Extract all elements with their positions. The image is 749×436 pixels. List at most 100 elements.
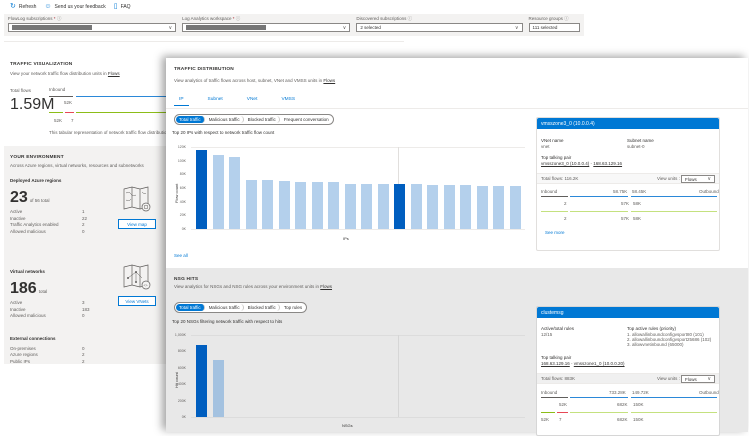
flow-line-green xyxy=(76,112,171,113)
chart-bar[interactable] xyxy=(443,184,455,229)
tabular-description: This tabular representation of network t… xyxy=(49,130,169,135)
chart-bar[interactable] xyxy=(311,181,323,229)
flow-value: 150K xyxy=(633,417,644,422)
chart-bar[interactable] xyxy=(493,185,504,229)
pill-total-traffic[interactable]: Total traffic xyxy=(176,116,205,123)
y-tick: 60K xyxy=(179,186,186,190)
refresh-button[interactable]: ↻ Refresh xyxy=(10,3,36,10)
view-vnets-button[interactable]: View VNets xyxy=(118,296,156,306)
flow-value: 52K xyxy=(541,417,550,422)
top-rule-item: 3. allowvnetinbound (65000) xyxy=(627,342,684,347)
flows-link[interactable]: Flows xyxy=(323,78,336,83)
total-flows: Total flows: 116.2K xyxy=(541,176,579,181)
outbound-label: Outbound xyxy=(699,390,719,395)
see-more-link[interactable]: See more xyxy=(545,230,565,235)
workspace-filter: Log Analytics workspace * ⓘ ∨ xyxy=(182,16,351,34)
pair-dest-link[interactable]: vmsszone1_0 (10.0.0.20) xyxy=(573,361,625,366)
flow-value: 57K xyxy=(621,216,630,221)
view-units-select[interactable]: Flows ∨ xyxy=(681,175,715,183)
chart-bar[interactable] xyxy=(262,180,273,229)
document-icon: ▯ xyxy=(113,3,118,10)
pair-source-link[interactable]: 168.63.129.16 xyxy=(541,361,570,366)
external-stats: On-premises 0 Azure regions 2 Public IPs 2 xyxy=(10,345,85,364)
chart-bar[interactable] xyxy=(476,185,488,229)
flow-line xyxy=(631,397,717,398)
chart-bar[interactable] xyxy=(295,181,306,229)
section-title: TRAFFIC VISUALIZATION xyxy=(10,62,73,67)
top-pair-label: Top talking pair xyxy=(541,355,572,360)
pill-malicious-traffic[interactable]: Malicious traffic xyxy=(206,116,244,123)
chevron-down-icon: ∨ xyxy=(514,24,519,31)
pair-dest-link[interactable]: 168.63.129.16 xyxy=(593,161,623,166)
chart-bar[interactable] xyxy=(377,184,389,229)
info-icon: ⓘ xyxy=(56,16,62,21)
flowlog-select[interactable]: ∨ xyxy=(8,23,177,32)
tab-ip[interactable]: IP xyxy=(174,97,189,106)
inbound-value: 52K xyxy=(64,100,73,105)
flow-line xyxy=(631,412,717,413)
discovered-select[interactable]: 2 selected ∨ xyxy=(356,23,523,32)
flow-line xyxy=(541,211,568,212)
chart-bar[interactable] xyxy=(196,149,207,229)
total-flows: Total flows: 883K xyxy=(541,376,576,381)
faq-button[interactable]: ▯ FAQ xyxy=(114,3,131,10)
section-subtitle: View your network traffic flow distribut… xyxy=(10,71,120,76)
pill-blocked-traffic[interactable]: Blocked traffic xyxy=(245,116,280,123)
pill-frequent-conversation[interactable]: Frequent conversation xyxy=(283,117,329,122)
flow-line xyxy=(541,397,568,398)
total-flows-value: 1.59M xyxy=(10,96,55,113)
nsg-traffic-toggle: Total traffic Malicious traffic Blocked … xyxy=(174,302,308,313)
cursor-line xyxy=(398,335,399,417)
pill-malicious-traffic[interactable]: Malicious traffic xyxy=(206,304,244,311)
chart-bar[interactable] xyxy=(361,184,372,229)
flows-link[interactable]: Flows xyxy=(320,284,333,289)
nsg-bar-chart: Hit count NSGs 0K 200K 400K 600K 800K 1,000K xyxy=(166,326,531,432)
chart-bar[interactable] xyxy=(410,184,422,229)
view-units-select[interactable]: Flows ∨ xyxy=(681,375,715,383)
vnet-name-label: VNet name xyxy=(541,138,564,143)
chart-bar[interactable] xyxy=(212,359,224,417)
top-rules-label: Top active rules (priority) xyxy=(627,326,677,331)
redacted-value xyxy=(12,25,92,30)
regions-title: Deployed Azure regions xyxy=(10,178,62,183)
rules-label: Active/total rules xyxy=(541,326,575,331)
command-bar: ↻ Refresh ☺ Send us your feedback ▯ FAQ xyxy=(0,0,749,13)
pill-total-traffic[interactable]: Total traffic xyxy=(176,304,205,311)
see-all-link[interactable]: See all xyxy=(174,253,188,258)
chart-bar[interactable] xyxy=(212,155,224,229)
chart-bar[interactable] xyxy=(460,184,471,229)
resource-groups-select[interactable]: 111 selected xyxy=(528,23,580,32)
vnets-stats: Active 3 Inactive 183 Allowed malicious 0 xyxy=(10,300,90,318)
chart-bar[interactable] xyxy=(509,186,521,229)
tab-vnet[interactable]: VNet xyxy=(246,97,258,102)
y-tick: 600K xyxy=(177,365,186,370)
flows-link[interactable]: Flows xyxy=(107,71,120,76)
feedback-button[interactable]: ☺ Send us your feedback xyxy=(44,3,105,10)
nsg-chart-caption: Top 20 NSGs filtering network traffic wi… xyxy=(172,319,283,324)
vnets-total: total xyxy=(38,289,48,294)
flow-line xyxy=(570,211,628,212)
view-map-button[interactable]: View map xyxy=(118,219,156,229)
inbound-label: Inbound xyxy=(49,87,66,92)
chart-bar[interactable] xyxy=(245,179,257,229)
chevron-down-icon: ∨ xyxy=(168,24,173,31)
pair-source-link[interactable]: vmsszone3_0 (10.0.0.4) xyxy=(541,161,590,166)
chart-bar[interactable] xyxy=(196,344,207,417)
workspace-select[interactable]: ∨ xyxy=(182,23,351,32)
chart-bar[interactable] xyxy=(394,184,405,229)
chart-bar[interactable] xyxy=(278,181,290,229)
refresh-label: Refresh xyxy=(18,3,37,10)
pill-top-rules[interactable]: Top rules xyxy=(283,305,303,310)
feedback-label: Send us your feedback xyxy=(54,3,106,10)
chart-bar[interactable] xyxy=(344,183,356,229)
tab-vmss[interactable]: VMSS xyxy=(281,97,296,102)
x-axis xyxy=(191,417,525,418)
feedback-icon: ☺ xyxy=(44,3,52,10)
rules-value: 12/15 xyxy=(541,332,553,337)
tab-subnet[interactable]: Subnet xyxy=(207,97,223,102)
chart-bar[interactable] xyxy=(328,181,339,229)
pill-blocked-traffic[interactable]: Blocked traffic xyxy=(245,304,280,311)
chart-bar[interactable] xyxy=(229,157,240,229)
card-header: clustemsg xyxy=(537,307,719,318)
chart-bar[interactable] xyxy=(427,184,438,229)
